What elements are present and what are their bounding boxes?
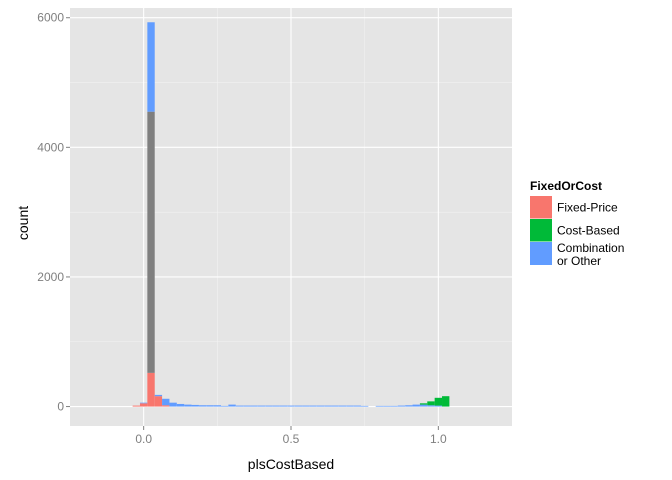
bar-combo <box>412 404 420 407</box>
x-axis-title: plsCostBased <box>248 456 334 472</box>
bar-combo <box>316 405 325 407</box>
bar-combo <box>162 398 170 406</box>
legend-label-cost: Cost-Based <box>557 224 620 238</box>
bar-combo <box>383 405 391 407</box>
bar-combo <box>360 405 369 407</box>
bar-cost <box>419 403 428 405</box>
bar-combo <box>390 405 398 407</box>
bar-combo <box>257 405 266 407</box>
legend-key-cost <box>530 219 552 242</box>
bar-combo <box>191 404 199 407</box>
bars <box>132 22 450 407</box>
bar-fixed <box>147 372 155 407</box>
bar-combo <box>265 405 273 407</box>
y-axis-title: count <box>15 206 31 240</box>
bar-cost <box>434 397 443 406</box>
bar-fixed <box>139 403 148 407</box>
bar-combo <box>375 405 384 407</box>
bar-combo <box>287 405 295 407</box>
bar-na <box>147 111 155 373</box>
x-axis-ticks: 0.0 0.5 1.0 <box>135 426 447 446</box>
bar-cost <box>427 401 435 406</box>
bar-combo <box>228 404 236 407</box>
bar-combo <box>346 405 354 407</box>
bar-combo <box>243 405 251 407</box>
bar-combo <box>434 405 443 407</box>
bar-combo <box>302 405 310 407</box>
y-axis-ticks: 0 2000 4000 6000 <box>37 11 70 414</box>
bar-combo <box>176 403 185 407</box>
bar-combo <box>221 405 229 407</box>
x-tick-label: 1.0 <box>430 432 447 446</box>
bar-combo <box>309 405 317 407</box>
x-tick-label: 0.5 <box>283 432 300 446</box>
bar-combo <box>427 405 435 407</box>
bar-combo <box>324 405 332 407</box>
bar-combo <box>294 405 303 407</box>
bar-fixed <box>154 396 163 407</box>
y-tick-label: 6000 <box>37 11 64 25</box>
bar-combo <box>353 405 361 407</box>
bar-combo <box>419 404 428 407</box>
legend-key-combo <box>530 242 552 265</box>
bar-combo <box>235 405 244 407</box>
bar-combo <box>250 405 258 407</box>
bar-combo <box>397 405 406 407</box>
bar-combo <box>338 405 347 407</box>
grid-lines <box>70 8 512 426</box>
bar-combo <box>184 404 192 407</box>
bar-combo <box>405 405 413 407</box>
legend-label-combo: or Other <box>557 254 601 268</box>
bar-combo <box>279 405 288 407</box>
bar-combo <box>139 402 148 404</box>
y-tick-label: 0 <box>57 400 64 414</box>
bar-combo <box>206 405 214 407</box>
x-tick-label: 0.0 <box>135 432 152 446</box>
bar-fixed <box>132 405 140 407</box>
bar-cost <box>442 396 450 407</box>
bar-combo <box>331 405 339 407</box>
bar-combo <box>147 22 155 112</box>
legend-label-combo: Combination <box>557 241 624 255</box>
bar-combo <box>154 394 163 397</box>
bar-combo <box>213 405 222 407</box>
bar-combo <box>198 405 207 407</box>
legend: FixedOrCost Fixed-Price Cost-Based Combina… <box>529 179 624 268</box>
bar-fixed <box>162 405 170 407</box>
bar-combo <box>272 405 280 407</box>
y-tick-label: 2000 <box>37 270 64 284</box>
legend-label-fixed: Fixed-Price <box>557 201 618 215</box>
bar-combo <box>169 402 177 407</box>
y-tick-label: 4000 <box>37 140 64 154</box>
legend-key-fixed <box>530 196 552 219</box>
legend-title: FixedOrCost <box>530 179 602 193</box>
